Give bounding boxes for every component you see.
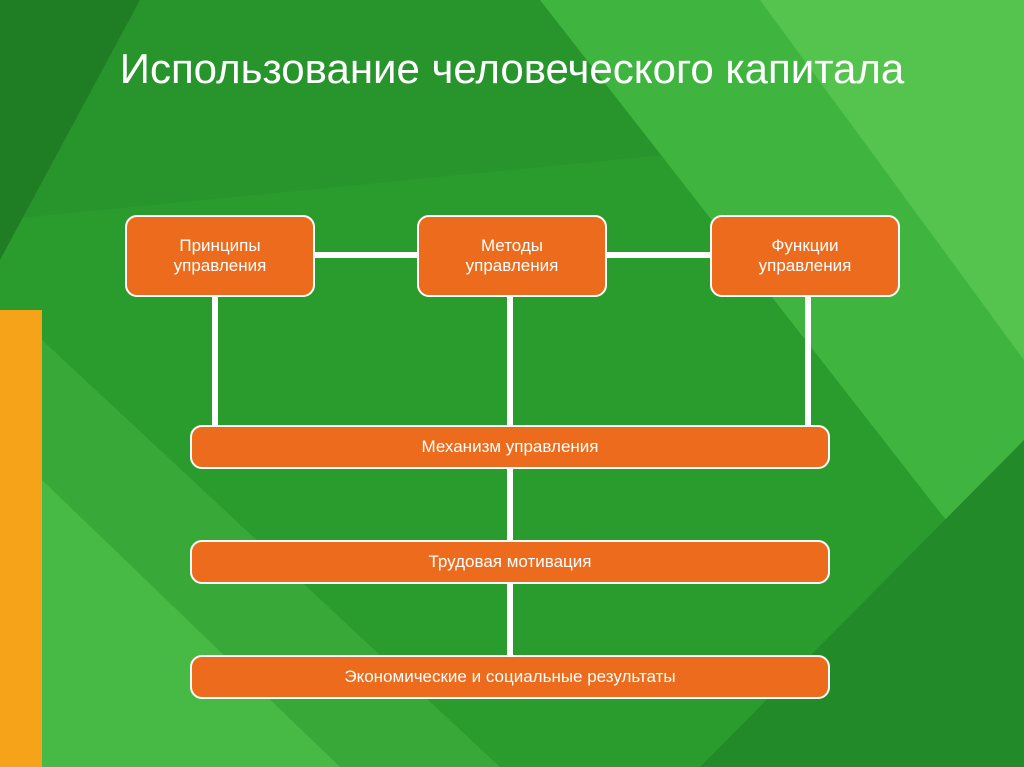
connector [805, 297, 811, 437]
connector [507, 297, 513, 425]
node-label: Механизм управления [421, 437, 598, 457]
connector [507, 584, 513, 655]
slide: Использование человеческого капитала При… [0, 0, 1024, 767]
node-mechanism: Механизм управления [190, 425, 830, 469]
node-label: Экономические и социальные результаты [344, 667, 675, 687]
slide-title: Использование человеческого капитала [0, 45, 1024, 93]
node-methods: Методы управления [417, 215, 607, 297]
node-functions: Функции управления [710, 215, 900, 297]
node-label: Принципы управления [174, 236, 267, 276]
connector [607, 252, 710, 258]
connector [315, 252, 417, 258]
node-results: Экономические и социальные результаты [190, 655, 830, 699]
node-label: Трудовая мотивация [428, 552, 591, 572]
node-motivation: Трудовая мотивация [190, 540, 830, 584]
node-principles: Принципы управления [125, 215, 315, 297]
node-label: Функции управления [759, 236, 852, 276]
connector [507, 469, 513, 540]
connector [212, 297, 218, 437]
node-label: Методы управления [466, 236, 559, 276]
